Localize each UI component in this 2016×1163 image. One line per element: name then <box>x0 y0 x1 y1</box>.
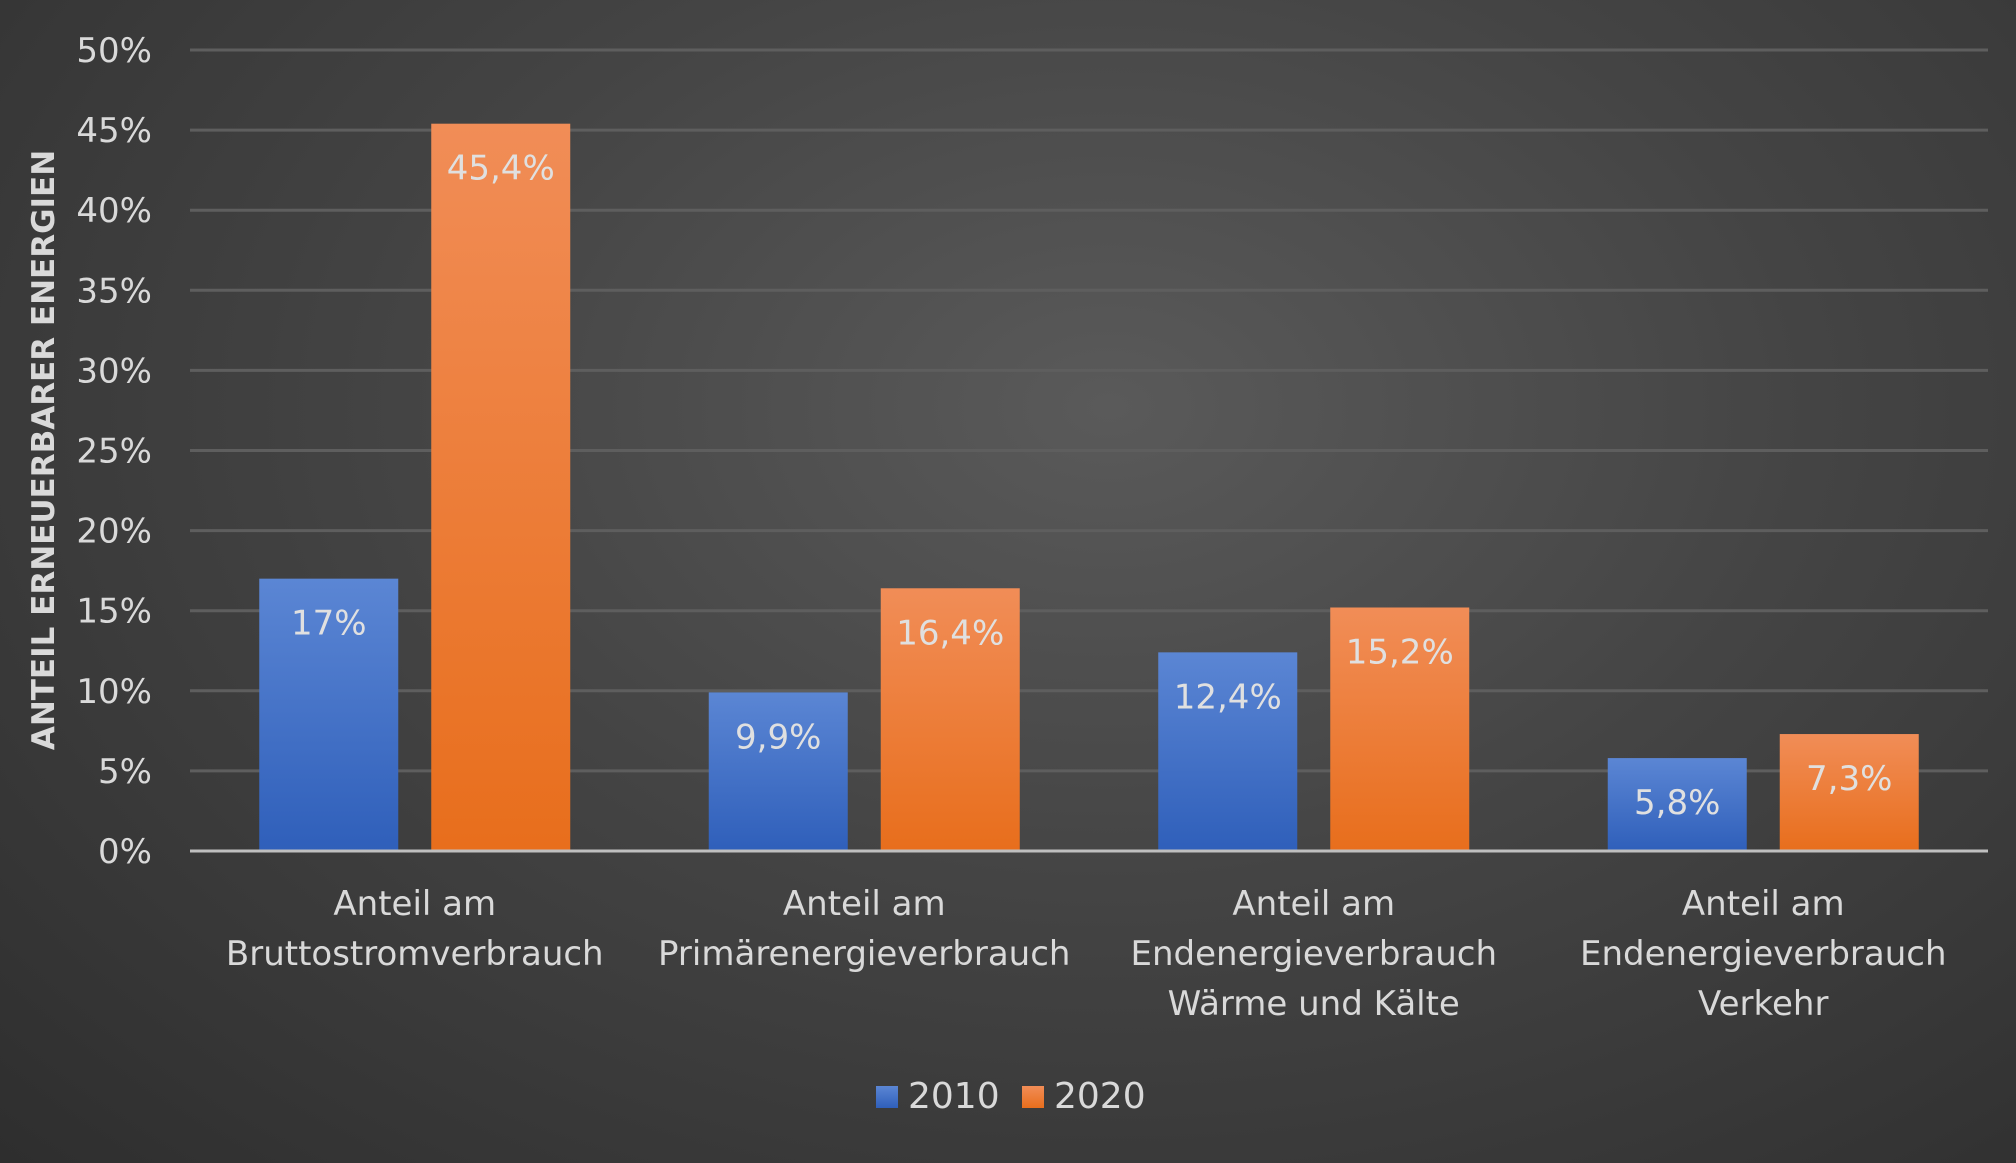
x-category-label: Endenergieverbrauch <box>1580 934 1947 974</box>
bar-2010 <box>1607 758 1747 851</box>
y-tick-label: 0% <box>98 832 152 872</box>
y-tick-label: 10% <box>76 672 152 712</box>
data-label-2020: 7,3% <box>1806 759 1892 799</box>
x-category-label: Verkehr <box>1698 984 1828 1024</box>
data-label-2010: 5,8% <box>1634 783 1720 823</box>
bar-2020 <box>1330 607 1470 851</box>
legend-label-2010: 2010 <box>908 1076 1000 1117</box>
y-tick-label: 45% <box>76 111 152 151</box>
x-category-label: Primärenergieverbrauch <box>658 934 1070 974</box>
x-category-label: Bruttostromverbrauch <box>226 934 604 974</box>
x-category-label: Anteil am <box>783 884 946 924</box>
y-tick-label: 20% <box>76 512 152 552</box>
y-tick-label: 15% <box>76 592 152 632</box>
x-category-label: Anteil am <box>333 884 496 924</box>
bar-2010 <box>1158 652 1298 851</box>
x-category-label: Endenergieverbrauch <box>1130 934 1497 974</box>
y-tick-label: 5% <box>98 752 152 792</box>
y-tick-label: 35% <box>76 271 152 311</box>
legend-swatch-2020 <box>1022 1086 1044 1108</box>
y-axis-title: ANTEIL ERNEUERBARER ENERGIEN <box>26 150 62 750</box>
data-label-2010: 9,9% <box>735 717 821 757</box>
data-label-2010: 12,4% <box>1174 677 1282 717</box>
data-label-2020: 45,4% <box>447 149 555 189</box>
bar-2020 <box>1779 734 1919 851</box>
legend-label-2020: 2020 <box>1054 1076 1146 1117</box>
y-tick-label: 40% <box>76 191 152 231</box>
x-category-label: Anteil am <box>1232 884 1395 924</box>
y-tick-label: 25% <box>76 432 152 472</box>
x-category-label: Wärme und Kälte <box>1168 984 1460 1024</box>
bar-2020 <box>880 588 1020 851</box>
y-tick-label: 50% <box>76 31 152 71</box>
data-label-2020: 16,4% <box>896 613 1004 653</box>
bar-2010 <box>259 578 399 851</box>
bar-2020 <box>431 123 571 851</box>
x-category-label: Anteil am <box>1682 884 1845 924</box>
legend-swatch-2010 <box>876 1086 898 1108</box>
bar-2010 <box>708 692 848 851</box>
data-label-2020: 15,2% <box>1346 632 1454 672</box>
y-tick-label: 30% <box>76 351 152 391</box>
data-label-2010: 17% <box>291 604 367 644</box>
